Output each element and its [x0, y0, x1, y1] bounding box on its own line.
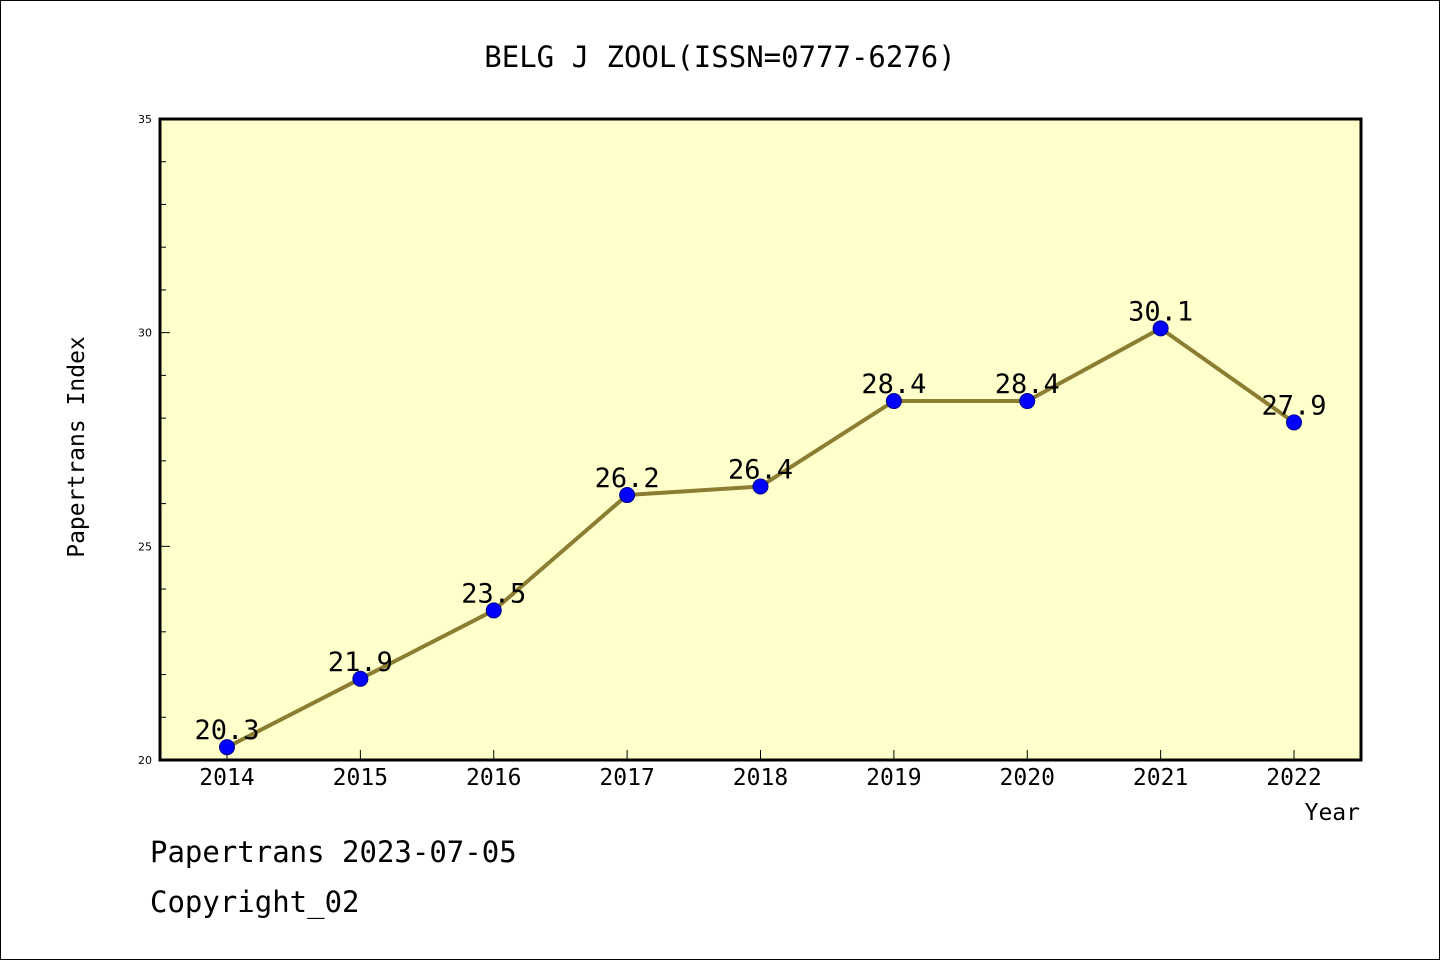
y-tick-label: 20 — [138, 754, 152, 767]
data-point-marker — [219, 739, 235, 756]
data-point-marker — [1286, 414, 1302, 431]
data-point-marker — [885, 393, 902, 410]
data-point-marker — [1152, 320, 1169, 337]
data-label: 28.4 — [995, 369, 1060, 400]
data-label: 20.3 — [194, 715, 259, 746]
data-label: 30.1 — [1128, 296, 1193, 327]
footer-date-text: Papertrans 2023-07-05 — [150, 835, 517, 869]
data-point-marker — [619, 487, 636, 504]
data-label: 26.4 — [728, 455, 793, 486]
plot-area — [158, 117, 1363, 762]
x-tick-label: 2017 — [599, 765, 654, 791]
x-tick-label: 2018 — [733, 765, 788, 791]
y-tick-label: 30 — [138, 327, 152, 340]
data-point-marker — [485, 602, 502, 619]
x-tick-label: 2014 — [199, 765, 254, 791]
data-labels: 20.3 21.9 23.5 26.2 26.4 28.4 28.4 30.1 27.9 — [194, 296, 1326, 746]
y-tick-label: 35 — [138, 113, 152, 126]
data-point-marker — [752, 478, 769, 495]
data-point-marker — [1019, 393, 1036, 410]
footer-copyright-text: Copyright_02 — [150, 885, 360, 919]
x-tick-label: 2019 — [866, 765, 921, 791]
x-tick-label: 2016 — [466, 765, 521, 791]
data-label: 28.4 — [861, 369, 926, 400]
y-tick-label: 25 — [138, 540, 152, 553]
series-markers — [219, 320, 1302, 756]
x-axis-label: Year — [1305, 800, 1360, 826]
x-tick-label: 2022 — [1266, 765, 1321, 791]
x-axis-ticks: 2014 2015 2016 2017 2018 2019 2020 2021 2022 — [199, 750, 1322, 791]
data-label: 26.2 — [595, 463, 660, 494]
x-tick-label: 2015 — [333, 765, 388, 791]
data-label: 27.9 — [1261, 390, 1326, 421]
data-point-marker — [352, 670, 369, 687]
data-label: 23.5 — [461, 578, 526, 609]
y-axis-ticks: 20 25 30 35 — [138, 113, 170, 767]
chart-title: BELG J ZOOL(ISSN=0777-6276) — [484, 40, 955, 74]
y-axis-label: Papertrans Index — [64, 336, 90, 558]
data-label: 21.9 — [328, 647, 393, 678]
x-tick-label: 2021 — [1133, 765, 1188, 791]
x-tick-label: 2020 — [1000, 765, 1055, 791]
